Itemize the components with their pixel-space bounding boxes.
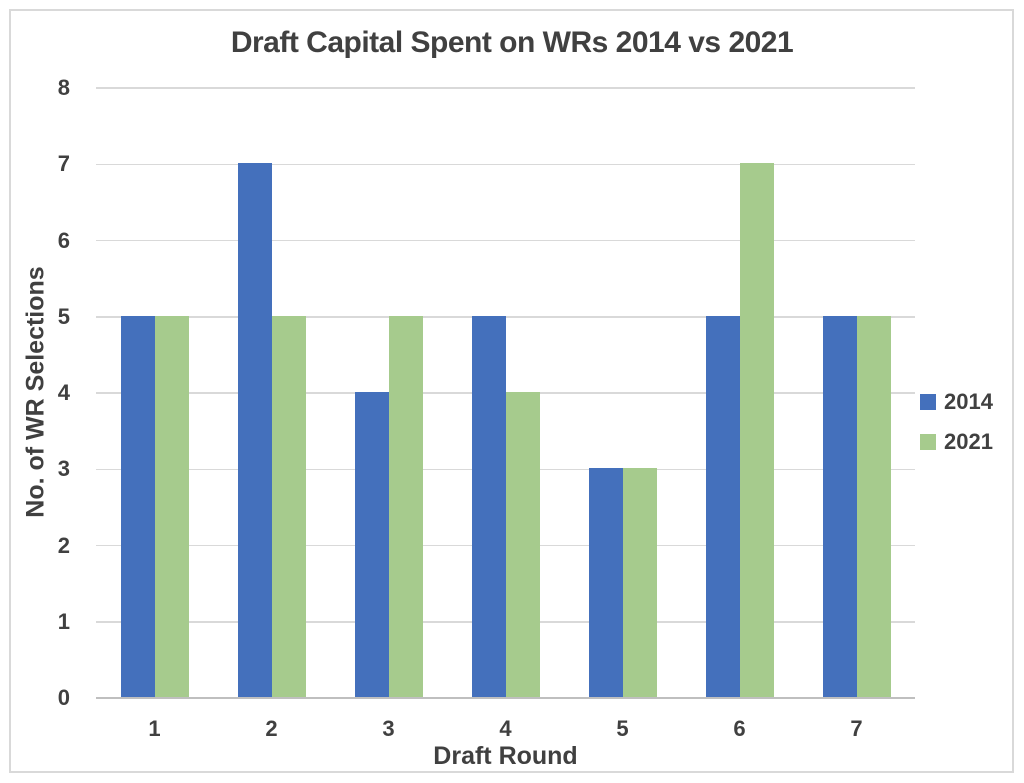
- bar-2014-round-4: [471, 315, 506, 697]
- gridline-y-7: [96, 163, 915, 165]
- x-tick-label-round-7: 7: [850, 716, 863, 741]
- y-tick-label-2: 2: [57, 532, 70, 558]
- legend-label-2014: 2014: [944, 389, 993, 414]
- legend-label-2021: 2021: [944, 429, 993, 454]
- bar-2021-round-4: [505, 392, 540, 697]
- legend-item-2021: 2021: [920, 429, 993, 454]
- y-tick-label-7: 7: [57, 151, 70, 177]
- legend-item-2014: 2014: [920, 389, 993, 414]
- x-axis-line: [96, 697, 915, 699]
- bar-2021-round-2: [271, 315, 306, 697]
- y-tick-label-3: 3: [57, 456, 70, 482]
- x-axis-title: Draft Round: [433, 742, 578, 770]
- x-tick-label-round-4: 4: [499, 716, 512, 741]
- bar-2014-round-1: [120, 315, 155, 697]
- bar-2021-round-7: [856, 315, 891, 697]
- x-tick-label-round-5: 5: [616, 716, 629, 741]
- bar-2014-round-7: [822, 315, 857, 697]
- bar-2014-round-3: [354, 392, 389, 697]
- y-tick-label-4: 4: [57, 380, 70, 405]
- bar-2014-round-5: [588, 468, 623, 697]
- plot-area: [96, 87, 915, 699]
- gridline-y-5: [96, 316, 915, 318]
- bar-2021-round-6: [739, 163, 774, 697]
- y-tick-label-8: 8: [57, 75, 70, 100]
- x-tick-label-round-2: 2: [265, 716, 278, 741]
- bar-2014-round-2: [237, 163, 272, 697]
- bar-2021-round-3: [388, 315, 423, 697]
- chart-title: Draft Capital Spent on WRs 2014 vs 2021: [230, 26, 794, 59]
- legend-swatch-2014-icon: [920, 394, 936, 410]
- x-tick-label-round-3: 3: [382, 716, 395, 741]
- bar-2021-round-5: [622, 468, 657, 697]
- gridline-y-6: [96, 239, 915, 242]
- bar-2021-round-1: [154, 315, 189, 697]
- legend: 2014 2021: [920, 389, 993, 470]
- x-tick-label-round-1: 1: [148, 716, 161, 741]
- bar-2014-round-6: [705, 315, 740, 697]
- legend-swatch-2021-icon: [920, 434, 936, 450]
- gridline-y-8: [96, 87, 915, 89]
- y-tick-label-6: 6: [57, 227, 70, 253]
- y-tick-label-1: 1: [57, 608, 70, 634]
- x-tick-label-round-6: 6: [733, 716, 746, 741]
- y-tick-label-5: 5: [57, 303, 70, 329]
- y-tick-label-0: 0: [57, 685, 70, 710]
